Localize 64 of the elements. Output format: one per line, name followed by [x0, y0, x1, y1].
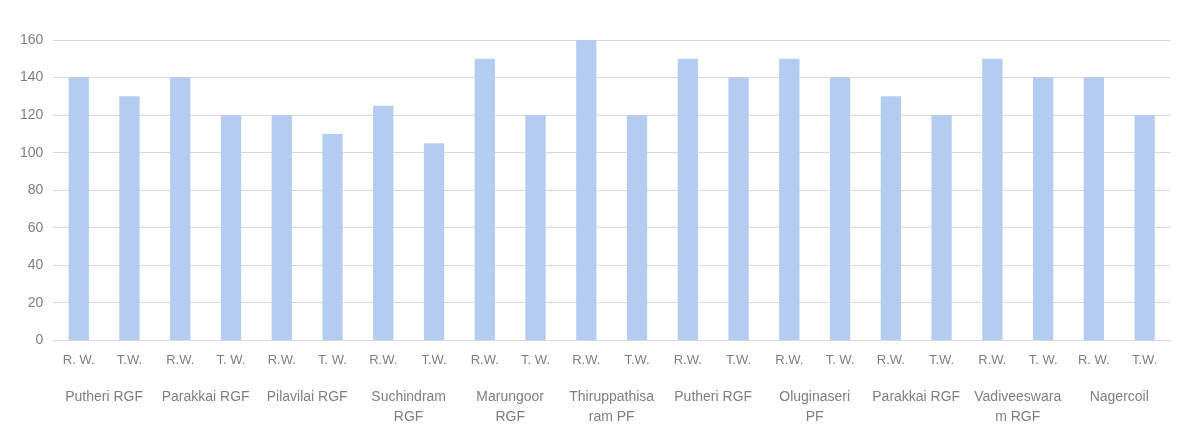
- x-tick-label: R.W.: [876, 351, 905, 367]
- y-tick-label: 80: [27, 181, 44, 198]
- x-tick-label: T. W.: [1028, 351, 1058, 367]
- bar: [779, 58, 800, 340]
- x-tick-label: T. W.: [318, 351, 347, 367]
- x-tick-label: T.W.: [928, 351, 955, 367]
- bar: [626, 115, 648, 340]
- x-tick-label: R.W.: [166, 351, 195, 367]
- bar: [1134, 115, 1155, 340]
- bar: [1032, 77, 1054, 340]
- text: Vadiveeswaram RGF: [974, 387, 1062, 424]
- y-tick-label: 140: [20, 68, 44, 85]
- x-tick-label: R.W.: [775, 351, 804, 367]
- x-tick-label: R.W.: [470, 351, 499, 367]
- y-tick-label: 40: [27, 256, 44, 273]
- x-tick-label: R. W.: [62, 351, 95, 367]
- x-tick-label: R.W.: [978, 351, 1007, 367]
- x-tick-label: R.W.: [673, 351, 702, 367]
- bar: [829, 77, 851, 340]
- bar: [423, 143, 445, 340]
- x-tick-label: R. W.: [1077, 351, 1110, 367]
- y-tick-label: 60: [27, 218, 44, 235]
- bar: [68, 77, 89, 340]
- bar: [576, 40, 597, 340]
- x-tick-label: T. W.: [521, 351, 550, 367]
- x-tick-label: T.W.: [116, 351, 143, 367]
- x-tick-label: T. W.: [216, 351, 246, 367]
- bar: [271, 115, 292, 340]
- bar: [982, 58, 1003, 340]
- x-tick-label: T.W.: [421, 351, 447, 367]
- bar: [677, 58, 698, 340]
- x-tick-label: T.W.: [624, 351, 650, 367]
- text: Pilavilai RGF: [266, 387, 348, 404]
- bar: [170, 77, 191, 340]
- text: Oluginaseri PF: [779, 387, 851, 424]
- text: Nagercoil: [1089, 387, 1149, 404]
- text: Parakkai RGF: [872, 387, 961, 404]
- text: Putheri RGF: [65, 387, 144, 404]
- bar: [1083, 77, 1105, 340]
- x-tick-label: T.W.: [725, 351, 752, 367]
- text: Suchindram RGF: [371, 387, 447, 424]
- bar: [525, 115, 546, 340]
- bar: [322, 133, 343, 340]
- text: Putheri RGF: [674, 387, 753, 404]
- x-tick-label: R.W.: [369, 351, 398, 367]
- y-tick-label: 160: [20, 30, 44, 47]
- y-tick-label: 0: [35, 331, 44, 348]
- bar: [220, 115, 242, 340]
- x-tick-label: T. W.: [825, 351, 855, 367]
- bar: [880, 96, 901, 340]
- bar: [373, 105, 394, 340]
- y-tick-label: 120: [20, 105, 44, 122]
- bar: [474, 58, 495, 340]
- text: Parakkai RGF: [161, 387, 250, 404]
- bar: [931, 115, 952, 340]
- bar: [119, 96, 140, 340]
- y-tick-label: 100: [20, 143, 44, 160]
- text: Thiruppathisaram PF: [569, 387, 655, 424]
- x-tick-label: T.W.: [1131, 351, 1158, 367]
- bar: [728, 77, 749, 340]
- text: Marungoor RGF: [476, 387, 545, 424]
- y-tick-label: 20: [27, 293, 44, 310]
- x-tick-label: R.W.: [572, 351, 601, 367]
- x-tick-label: R.W.: [267, 351, 296, 367]
